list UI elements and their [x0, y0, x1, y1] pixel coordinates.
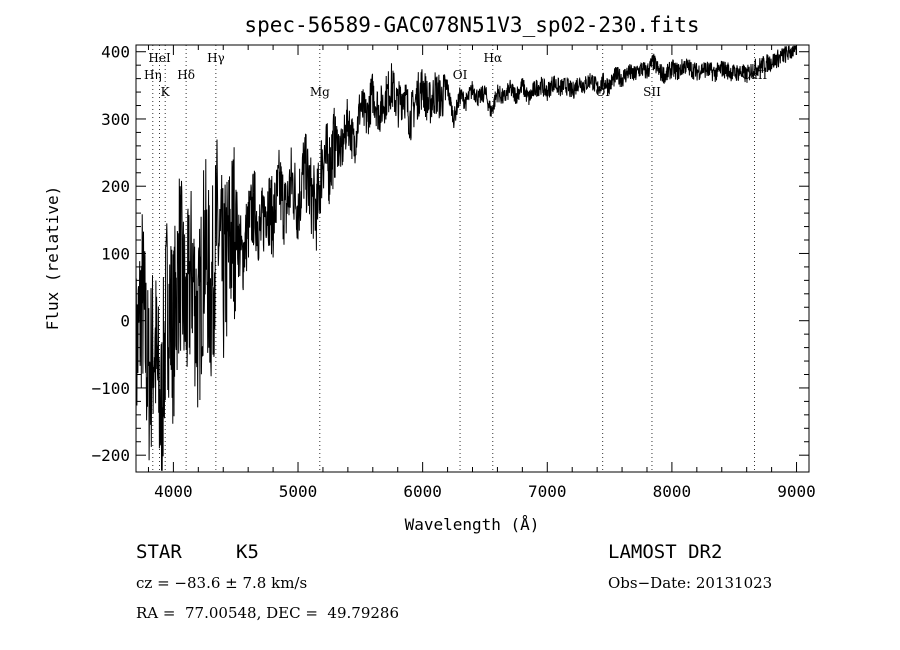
x-tick-label: 7000 — [528, 482, 567, 501]
spectral-line-label: HeI — [148, 51, 171, 65]
spectral-line-label: K — [161, 85, 171, 99]
y-tick-label: 100 — [101, 244, 130, 263]
spectral-line-label: OI — [453, 68, 468, 82]
y-tick-label: 400 — [101, 43, 130, 62]
x-tick-label: 6000 — [403, 482, 442, 501]
y-axis-ticks: −200 −100 0 100 200 300 400 — [91, 43, 809, 465]
redshift-cz: cz = −83.6 ± 7.8 km/s — [136, 574, 308, 592]
y-tick-label: 200 — [101, 177, 130, 196]
spectral-line-label: Hη — [144, 68, 162, 82]
plot-frame — [135, 44, 810, 473]
chart-title: spec-56589-GAC078N51V3_sp02-230.fits — [244, 13, 699, 37]
object-class: STAR — [136, 541, 182, 563]
spectral-line-label: Hα — [484, 51, 503, 65]
obs-date: Obs−Date: 20131023 — [608, 574, 773, 592]
x-tick-label: 8000 — [653, 482, 692, 501]
y-tick-label: 300 — [101, 110, 130, 129]
survey-name: LAMOST DR2 — [608, 541, 723, 563]
x-tick-label: 9000 — [777, 482, 816, 501]
y-tick-label: 0 — [120, 312, 130, 331]
coordinates: RA = 77.00548, DEC = 49.79286 — [136, 604, 400, 622]
y-tick-label: −100 — [91, 379, 130, 398]
y-tick-label: −200 — [91, 446, 130, 465]
spectral-line-label: Hγ — [207, 51, 225, 65]
object-subclass: K5 — [236, 541, 259, 563]
spectral-line-label: Hδ — [177, 68, 195, 82]
spectral-line-label: SII — [643, 85, 661, 99]
x-axis-ticks: 4000 5000 6000 7000 8000 9000 — [147, 45, 816, 501]
x-tick-label: 5000 — [279, 482, 318, 501]
x-tick-label: 4000 — [154, 482, 193, 501]
spectrum-line — [135, 45, 797, 471]
y-axis-label: Flux (relative) — [43, 186, 62, 331]
x-axis-label: Wavelength (Å) — [405, 515, 540, 534]
spectral-line-label: Mg — [310, 85, 330, 99]
